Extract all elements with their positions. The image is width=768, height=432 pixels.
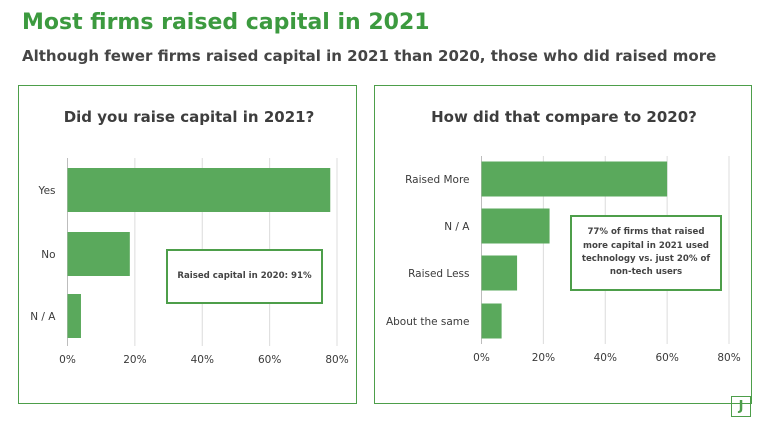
chart-title: Did you raise capital in 2021? xyxy=(64,108,315,126)
bar xyxy=(67,168,331,212)
x-tick-label: 40% xyxy=(594,352,617,364)
category-label: N / A xyxy=(30,311,56,323)
x-tick-label: 60% xyxy=(655,352,678,364)
bar xyxy=(67,232,130,276)
chart-capital-2021: Did you raise capital in 2021? 0% 20% 40% 60… xyxy=(30,108,348,366)
x-tick-label: 0% xyxy=(473,352,490,364)
x-tick-label: 20% xyxy=(532,352,555,364)
chart-compare-2020: How did that compare to 2020? 0% 20% 40% 60%… xyxy=(386,108,741,364)
chart-title: How did that compare to 2020? xyxy=(431,108,697,126)
chart-panel-compare-2020: How did that compare to 2020? 0% 20% 40% 60%… xyxy=(374,85,752,404)
x-tick-label: 20% xyxy=(123,354,146,366)
callout-technology-stat: 77% of firms that raised more capital in… xyxy=(570,215,722,291)
x-tick-label: 40% xyxy=(191,354,214,366)
bar xyxy=(481,161,668,197)
x-tick-label: 0% xyxy=(59,354,76,366)
category-label: N / A xyxy=(444,221,470,233)
x-tick-label: 80% xyxy=(717,352,740,364)
x-tick-label: 60% xyxy=(258,354,281,366)
bar xyxy=(481,303,502,339)
chart-panel-capital-2021: Did you raise capital in 2021? 0% 20% 40% 60… xyxy=(18,85,357,404)
callout-2020-capital: Raised capital in 2020: 91% xyxy=(166,249,323,304)
category-label: No xyxy=(41,249,55,261)
brand-logo: J xyxy=(731,396,751,417)
bar xyxy=(67,294,81,338)
bar xyxy=(481,255,518,291)
category-label: Raised Less xyxy=(408,268,469,280)
category-label: Yes xyxy=(38,185,56,197)
category-label: About the same xyxy=(386,316,470,328)
x-tick-label: 80% xyxy=(325,354,348,366)
page-title: Most firms raised capital in 2021 xyxy=(22,10,430,35)
page-subtitle: Although fewer firms raised capital in 2… xyxy=(22,47,717,65)
category-label: Raised More xyxy=(405,174,469,186)
bar xyxy=(481,208,550,244)
